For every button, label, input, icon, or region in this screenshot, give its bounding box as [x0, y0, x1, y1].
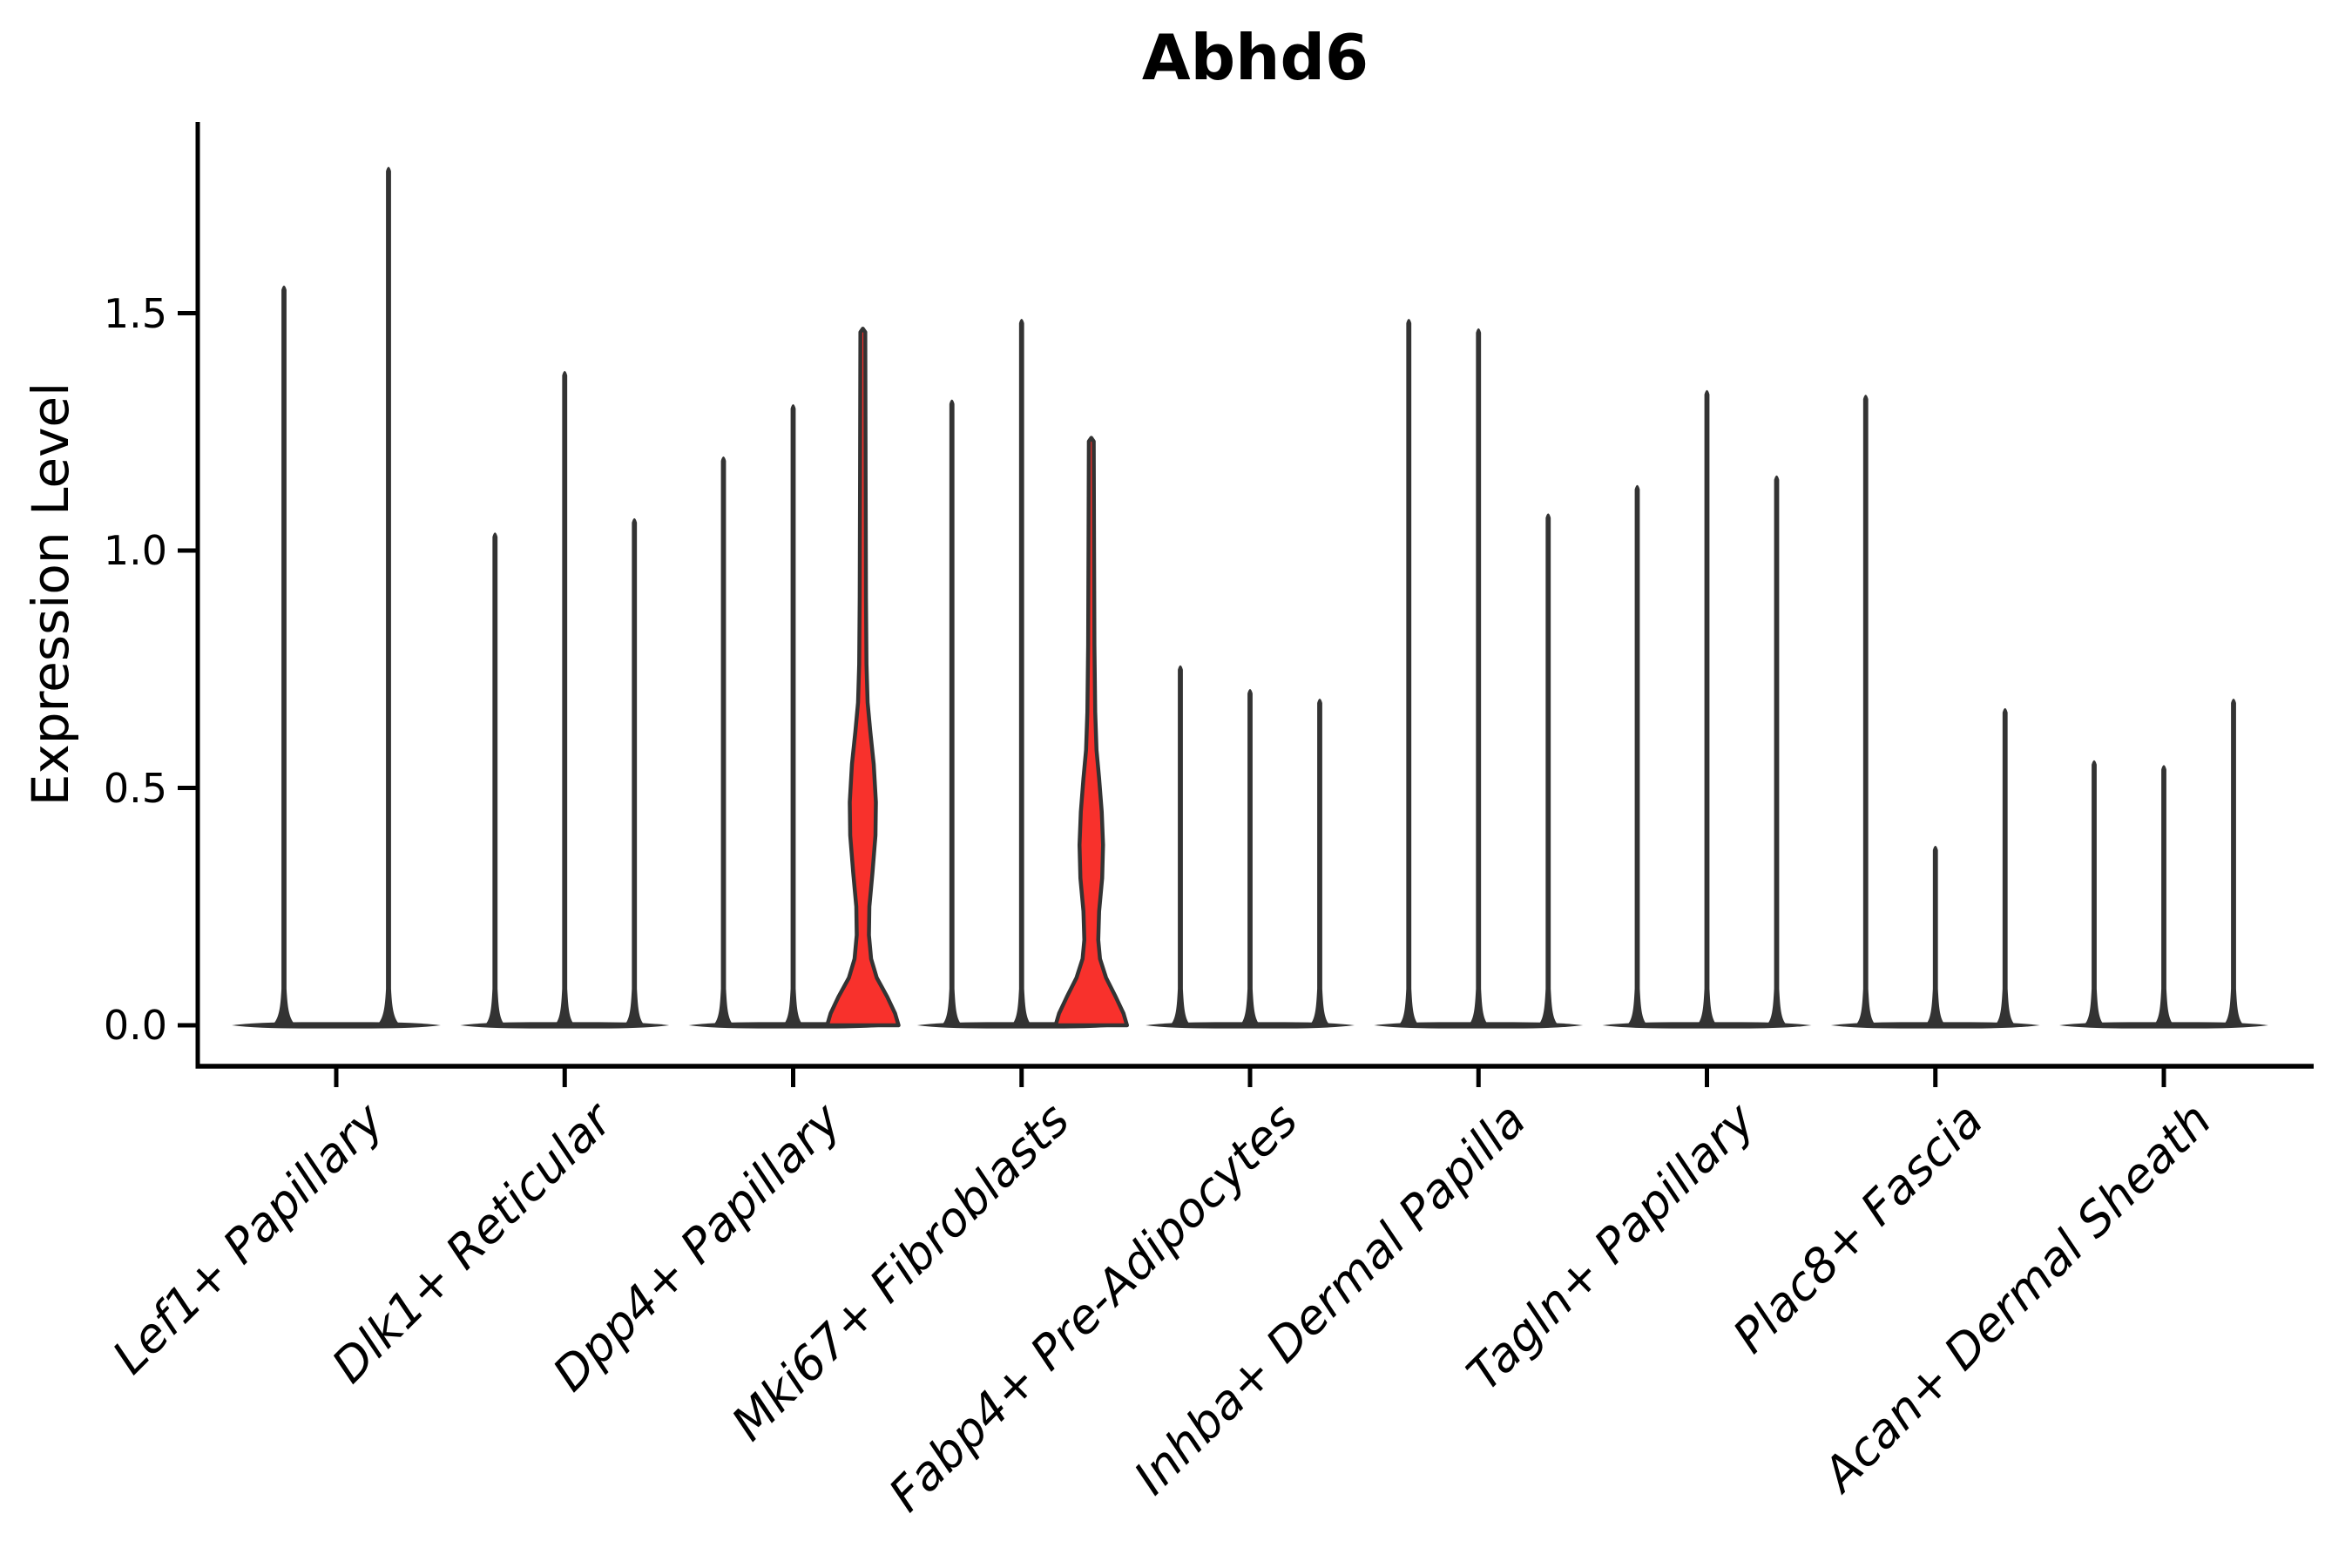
violin [2084, 760, 2105, 1025]
violin-highlighted [825, 327, 901, 1028]
violin [1626, 484, 1648, 1025]
violin [1398, 318, 1420, 1025]
violin [1170, 665, 1191, 1025]
violin-highlighted [1053, 436, 1129, 1028]
violin [1240, 689, 1260, 1025]
violin [1766, 475, 1788, 1025]
violin [2223, 698, 2244, 1025]
violin [1924, 845, 1946, 1025]
violin [1994, 707, 2016, 1025]
y-axis-label: Expression Level [21, 382, 80, 807]
y-tick-label: 0.0 [103, 1002, 167, 1049]
violin [1696, 389, 1718, 1025]
y-tick-label: 1.5 [103, 289, 167, 337]
violin [1309, 698, 1330, 1025]
chart-title: Abhd6 [1141, 21, 1369, 94]
violin [1538, 513, 1559, 1025]
violin [1468, 328, 1490, 1026]
violin [624, 517, 645, 1025]
violin [376, 166, 401, 1026]
violin [782, 404, 804, 1025]
violin [713, 456, 734, 1025]
violin-baseline [232, 1022, 441, 1029]
violin [941, 399, 963, 1026]
violin [1010, 318, 1032, 1025]
y-tick-label: 0.5 [103, 764, 167, 812]
violin [272, 285, 296, 1025]
violin [484, 532, 506, 1025]
violin [554, 370, 576, 1025]
violin [1855, 395, 1876, 1025]
violin [2153, 765, 2174, 1025]
y-tick-label: 1.0 [103, 527, 167, 574]
